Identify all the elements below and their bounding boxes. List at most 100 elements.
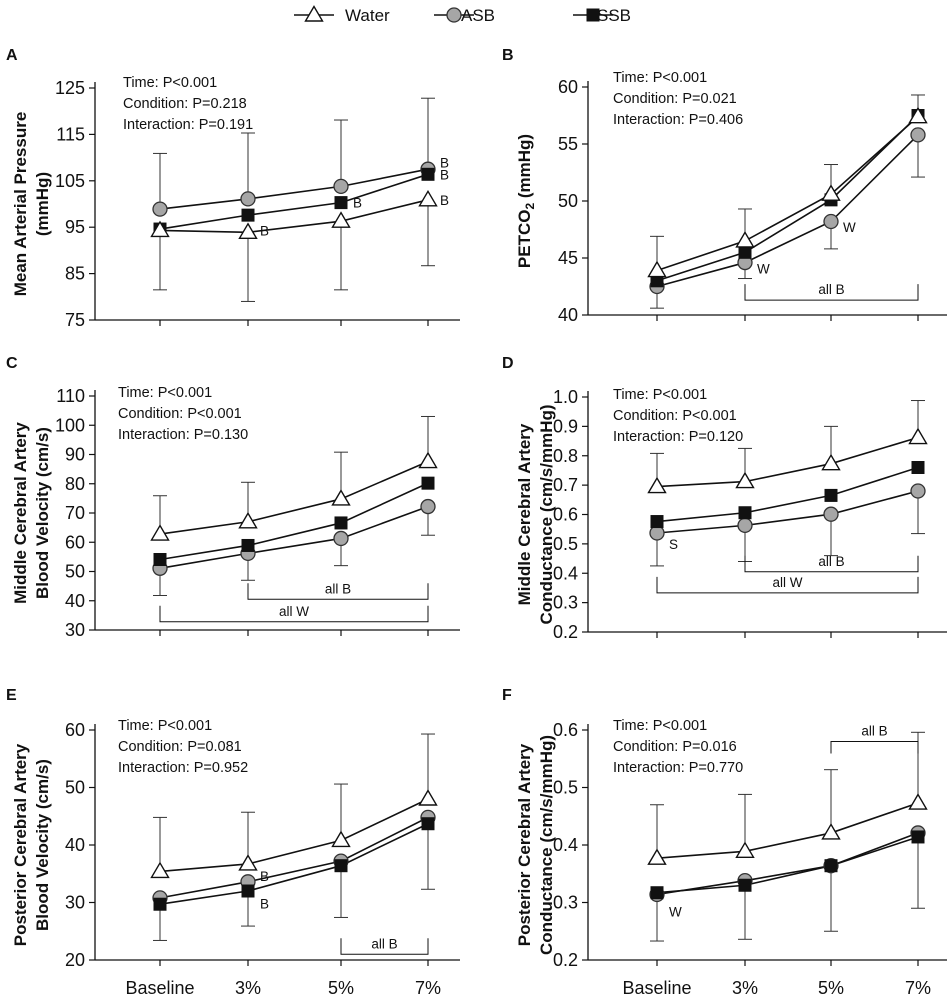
- panel-e-point-ssb: [421, 817, 435, 831]
- panel-b-point-asb: [823, 213, 839, 230]
- panel-c-ytick-label: 30: [65, 620, 85, 640]
- panel-f-stat-0: Time: P<0.001: [613, 718, 707, 734]
- panel-d-ytick-label: 0.4: [553, 563, 578, 583]
- panel-d-point-water: [908, 427, 928, 445]
- panel-f-line-water: [656, 802, 919, 860]
- panel-d-bracket: [744, 555, 919, 573]
- panel-f-xtick-label: 3%: [732, 978, 758, 998]
- panel-d-point-water: [821, 453, 841, 471]
- panel-d-point-asb: [649, 525, 665, 541]
- panel-f-point-water: [821, 823, 841, 840]
- panel-d-point-ssb: [824, 488, 838, 502]
- panel-d-point-asb: [823, 506, 839, 522]
- panel-e-stat-1: Condition: P=0.081: [118, 739, 242, 755]
- panel-e-xtick-label: 3%: [235, 978, 261, 998]
- panel-d-letter: D: [502, 355, 514, 372]
- legend-asb-label: ASB: [461, 6, 495, 25]
- panel-a-ytick-label: 85: [65, 264, 85, 284]
- panel-a-ytick-label: 75: [65, 310, 85, 330]
- panel-c-ytick-label: 40: [65, 591, 85, 611]
- panel-c-bracket-label: all W: [279, 604, 309, 619]
- panel-d-stat-0: Time: P<0.001: [613, 387, 707, 403]
- panel-b-point-water: [735, 231, 755, 248]
- panel-e-point-water: [331, 830, 351, 848]
- panel-c-point-water: [238, 511, 258, 529]
- panel-f-point-ssb: [911, 830, 925, 844]
- panel-a-point-water: [238, 222, 258, 240]
- panel-b-bracket-label: all B: [818, 282, 844, 297]
- legend-asb-marker: [446, 7, 462, 23]
- panel-a-point-water: [418, 189, 438, 207]
- panel-b: B PETCO2 (mmHg) 40 45 50 55 60 Time: P<0.001 Con…: [502, 47, 947, 325]
- legend: Water ASB SSB: [294, 5, 631, 25]
- panel-c-stat-1: Condition: P<0.001: [118, 406, 242, 422]
- panel-a-point-ssb: [334, 196, 348, 210]
- panel-e-stat-2: Interaction: P=0.952: [118, 760, 248, 776]
- panel-f-point-water: [908, 793, 928, 810]
- panel-b-point-water: [647, 260, 667, 278]
- panel-f-point-ssb: [738, 878, 752, 892]
- panel-d-ytick-label: 0.7: [553, 475, 578, 495]
- panel-a-point-asb: [333, 178, 349, 195]
- panel-d-point-ssb: [650, 515, 664, 529]
- panel-b-ytick-label: 40: [558, 305, 578, 325]
- panel-a-ytick-label: 95: [65, 217, 85, 237]
- panel-d-ytick-label: 0.2: [553, 622, 578, 642]
- panel-c-point-water: [150, 524, 170, 541]
- panel-d-line-asb: [656, 490, 919, 534]
- panel-c-letter: C: [6, 355, 18, 372]
- panel-d-point-ssb: [911, 461, 925, 474]
- panel-a-point-ssb: [241, 208, 255, 222]
- panel-c-stat-0: Time: P<0.001: [118, 385, 212, 401]
- panel-c-line-water: [159, 460, 429, 535]
- panel-e-ylabel-0: Posterior Cerebral Artery: [11, 743, 30, 946]
- panel-a-annotation: B: [260, 223, 269, 238]
- panel-c-bracket: [247, 583, 429, 600]
- panel-c-point-asb: [333, 530, 349, 547]
- panel-e-stat-0: Time: P<0.001: [118, 718, 212, 734]
- panel-d-stat-2: Interaction: P=0.120: [613, 429, 743, 445]
- panel-a-line-water: [159, 199, 429, 234]
- panels: A Mean Arterial Pressure (mmHg) 75 85 95 105 11…: [6, 47, 947, 998]
- panel-d-ytick-label: 0.6: [553, 505, 578, 525]
- panel-d-bracket-label: all B: [818, 554, 844, 569]
- panel-a-ylabel-0: Mean Arterial Pressure: [11, 112, 30, 297]
- panel-e-line-ssb: [159, 823, 429, 906]
- panel-e-ytick-label: 50: [65, 778, 85, 798]
- panel-c-ytick-label: 60: [65, 532, 85, 552]
- panel-b-annotation: W: [757, 261, 770, 276]
- panel-e-point-water: [150, 861, 170, 879]
- panel-b-ytick-label: 50: [558, 191, 578, 211]
- panel-d-point-asb: [910, 483, 926, 499]
- panel-c-ytick-label: 110: [56, 386, 85, 406]
- panel-a-line-asb: [159, 168, 429, 210]
- panel-d-bracket: [656, 576, 919, 594]
- panel-e-line-asb: [159, 816, 429, 899]
- panel-b-annotation: W: [843, 220, 856, 235]
- panel-f-stat-1: Condition: P=0.016: [613, 739, 737, 755]
- panel-d-ylabel-1: Conductance (cm/s/mmHg): [537, 404, 556, 624]
- panel-b-point-asb: [910, 127, 926, 143]
- legend-ssb-label: SSB: [597, 6, 631, 25]
- panel-b-letter: B: [502, 47, 514, 64]
- panel-e-point-ssb: [153, 897, 167, 911]
- panel-a-point-asb: [240, 191, 256, 207]
- panel-d-point-water: [647, 476, 667, 494]
- panel-e-xtick-label: 5%: [328, 978, 354, 998]
- panel-c-bracket: [159, 605, 429, 623]
- panel-a-ytick-label: 105: [55, 171, 85, 191]
- panel-a-point-ssb: [421, 167, 435, 181]
- panel-f-ylabel-0: Posterior Cerebral Artery: [515, 743, 534, 946]
- panel-b-line-asb: [656, 134, 919, 288]
- panel-a-ytick-label: 115: [56, 124, 85, 144]
- panel-b-ytick-label: 45: [558, 248, 578, 268]
- panel-d-ytick-label: 0.5: [553, 534, 578, 554]
- panel-e-ytick-label: 30: [65, 893, 85, 913]
- panel-d-line-water: [656, 436, 919, 488]
- panel-c-point-water: [331, 489, 351, 506]
- panel-f-ytick-label: 0.5: [553, 778, 578, 798]
- panel-d-bracket-label: all W: [773, 575, 803, 590]
- panel-f-point-water: [735, 841, 755, 859]
- panel-e-xtick-label: 7%: [415, 978, 441, 998]
- panel-f-line-ssb: [656, 836, 919, 894]
